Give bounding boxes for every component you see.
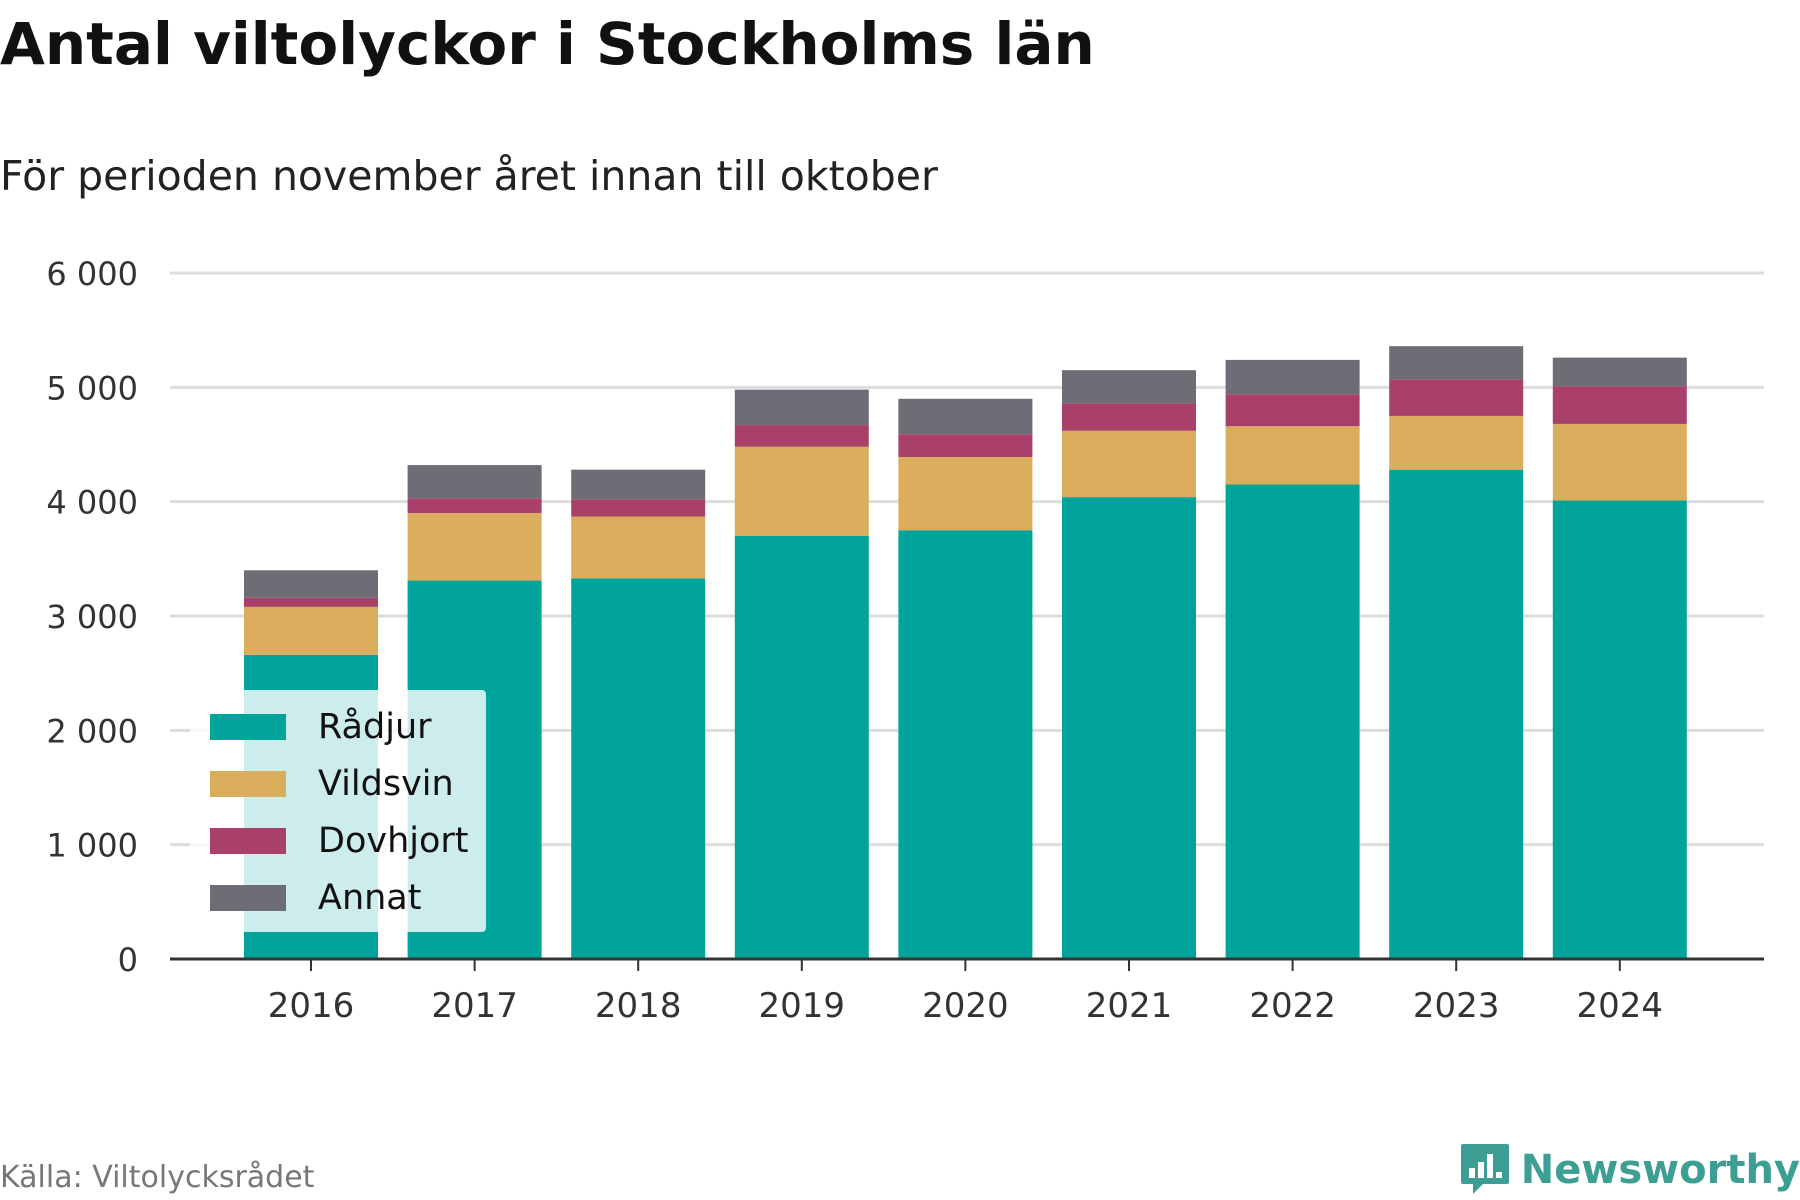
bar-segment bbox=[734, 535, 869, 959]
legend-item: Rådjur bbox=[210, 698, 486, 755]
bar-segment bbox=[407, 465, 542, 499]
bar-segment bbox=[1389, 346, 1524, 380]
x-tick-label: 2023 bbox=[1413, 986, 1500, 1026]
legend-swatch bbox=[210, 713, 286, 740]
y-tick-label: 0 bbox=[118, 941, 138, 979]
bar-segment bbox=[734, 425, 869, 447]
bar-segment bbox=[1062, 430, 1196, 498]
legend-item: Annat bbox=[210, 869, 486, 926]
bar-segment bbox=[1225, 484, 1360, 959]
x-tick-label: 2020 bbox=[922, 986, 1009, 1026]
bar-segment bbox=[1552, 500, 1687, 959]
x-tick-label: 2017 bbox=[431, 986, 518, 1026]
x-tick-label: 2022 bbox=[1249, 986, 1336, 1026]
y-tick-label: 3 000 bbox=[46, 598, 138, 636]
bar-segment bbox=[1225, 426, 1360, 485]
y-tick-label: 6 000 bbox=[46, 255, 138, 293]
legend-label: Annat bbox=[318, 877, 422, 918]
x-tick-label: 2021 bbox=[1086, 986, 1173, 1026]
bar-segment bbox=[898, 457, 1033, 531]
bar-segment bbox=[244, 570, 378, 598]
x-tick-label: 2016 bbox=[268, 986, 355, 1026]
bar-segment bbox=[571, 469, 706, 500]
bar-segment bbox=[571, 578, 706, 959]
legend-label: Rådjur bbox=[318, 706, 432, 747]
bar-segment bbox=[898, 398, 1033, 435]
legend-item: Vildsvin bbox=[210, 755, 486, 812]
chart-title: Antal viltolyckor i Stockholms län bbox=[0, 10, 1095, 78]
legend-label: Dovhjort bbox=[318, 820, 469, 861]
chart-subtitle: För perioden november året innan till ok… bbox=[0, 152, 938, 200]
y-tick-label: 4 000 bbox=[46, 484, 138, 522]
bar-segment bbox=[1225, 394, 1360, 427]
bar-segment bbox=[734, 389, 869, 426]
legend-label: Vildsvin bbox=[318, 763, 454, 804]
bar-segment bbox=[1389, 415, 1524, 470]
y-tick-label: 5 000 bbox=[46, 369, 138, 407]
bar-segment bbox=[1552, 357, 1687, 387]
bar-segment bbox=[1062, 497, 1196, 959]
bar-segment bbox=[244, 597, 378, 607]
legend-swatch bbox=[210, 884, 286, 911]
brand-name: Newsworthy bbox=[1520, 1147, 1800, 1193]
bar-segment bbox=[571, 499, 706, 517]
source-text: Källa: Viltolycksrådet bbox=[0, 1160, 315, 1195]
bar-segment bbox=[244, 606, 378, 655]
bar-segment bbox=[571, 516, 706, 579]
newsworthy-logo-icon bbox=[1460, 1144, 1509, 1194]
bar-segment bbox=[407, 513, 542, 581]
bar-segment bbox=[1389, 469, 1524, 959]
bar-segment bbox=[1552, 423, 1687, 501]
bar-segment bbox=[734, 446, 869, 536]
bar-segment bbox=[407, 498, 542, 514]
chart-legend: Rådjur Vildsvin Dovhjort Annat bbox=[190, 690, 486, 932]
x-tick-label: 2024 bbox=[1577, 986, 1664, 1026]
bar-segment bbox=[1062, 370, 1196, 404]
x-axis-ticks: 2016 2017 2018 2019 2020 2021 2022 2023 2024 bbox=[268, 959, 1663, 1026]
y-tick-label: 2 000 bbox=[46, 712, 138, 750]
bar-segment bbox=[1225, 359, 1360, 395]
bar-segment bbox=[1389, 379, 1524, 416]
y-axis-ticks: 0 1 000 2 000 3 000 4 000 5 000 6 000 bbox=[46, 255, 138, 979]
bar-segment bbox=[1552, 386, 1687, 424]
legend-item: Dovhjort bbox=[210, 812, 486, 869]
bar-segment bbox=[1062, 403, 1196, 431]
bar-segment bbox=[898, 530, 1033, 959]
legend-swatch bbox=[210, 770, 286, 797]
x-tick-label: 2019 bbox=[759, 986, 846, 1026]
legend-swatch bbox=[210, 827, 286, 854]
x-tick-label: 2018 bbox=[595, 986, 682, 1026]
y-tick-label: 1 000 bbox=[46, 827, 138, 865]
bar-segment bbox=[898, 434, 1033, 458]
brand-logo: Newsworthy bbox=[1459, 1140, 1800, 1200]
